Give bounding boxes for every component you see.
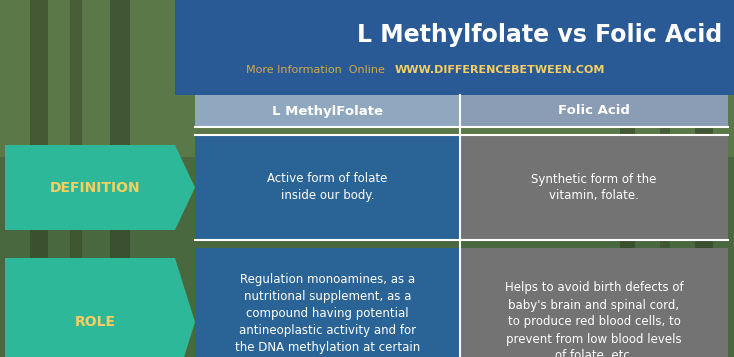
Polygon shape [5,258,195,357]
Bar [195,135,460,240]
Bar [460,248,728,357]
Bar [30,0,48,357]
Text: Folic Acid: Folic Acid [558,105,630,117]
Text: ROLE: ROLE [74,315,115,329]
Text: Active form of folate
inside our body.: Active form of folate inside our body. [267,172,388,202]
Bar [0,0,734,157]
Bar [695,0,713,357]
Polygon shape [5,145,195,230]
Bar [620,0,635,357]
Text: Regulation monoamines, as a
nutritional supplement, as a
compound having potenti: Regulation monoamines, as a nutritional … [235,273,420,357]
Text: L Methylfolate vs Folic Acid: L Methylfolate vs Folic Acid [357,23,722,47]
Text: Helps to avoid birth defects of
baby's brain and spinal cord,
to produce red blo: Helps to avoid birth defects of baby's b… [505,282,683,357]
Text: More Information  Online: More Information Online [246,65,392,75]
Bar [460,95,728,127]
Bar [195,248,460,357]
Bar [195,95,460,127]
Bar [175,0,734,95]
Bar [660,0,670,357]
Bar [110,0,130,357]
Text: Synthetic form of the
vitamin, folate.: Synthetic form of the vitamin, folate. [531,172,657,202]
Text: DEFINITION: DEFINITION [50,181,140,195]
Bar [70,0,82,357]
Text: WWW.DIFFERENCEBETWEEN.COM: WWW.DIFFERENCEBETWEEN.COM [395,65,606,75]
Bar [460,135,728,240]
Text: L MethylFolate: L MethylFolate [272,105,383,117]
